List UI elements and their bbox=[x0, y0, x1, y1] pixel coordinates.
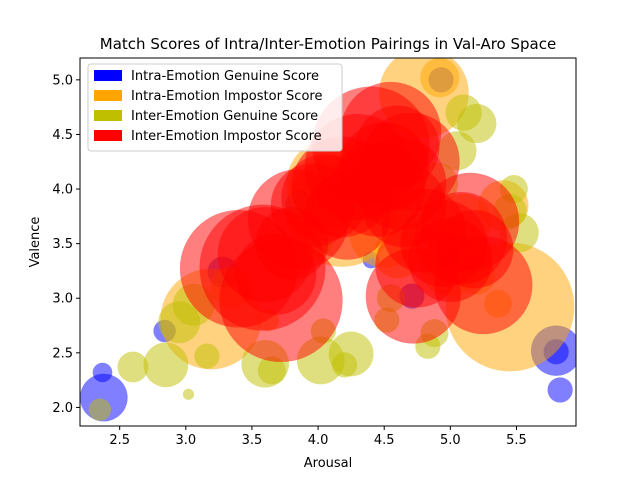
x-tick-label: 5.5 bbox=[506, 433, 527, 448]
x-tick-label: 3.5 bbox=[242, 433, 263, 448]
x-tick-label: 4.0 bbox=[308, 433, 329, 448]
legend: Intra-Emotion Genuine Score Intra-Emotion… bbox=[87, 63, 343, 152]
y-axis-ticks: 2.0 2.5 3.0 3.5 4.0 4.5 5.0 bbox=[52, 73, 80, 416]
legend-swatch bbox=[94, 110, 122, 121]
y-tick-label: 2.0 bbox=[52, 401, 73, 416]
data-points bbox=[80, 58, 576, 422]
x-tick-label: 4.5 bbox=[374, 433, 395, 448]
x-tick-label: 5.0 bbox=[440, 433, 461, 448]
data-point bbox=[328, 331, 374, 377]
legend-swatch bbox=[94, 70, 122, 81]
data-point bbox=[420, 58, 460, 98]
data-point bbox=[457, 103, 497, 144]
x-axis-label: Arousal bbox=[304, 456, 353, 471]
data-point bbox=[117, 351, 149, 383]
plot-frame bbox=[79, 57, 577, 427]
data-point bbox=[257, 356, 286, 385]
y-tick-label: 3.5 bbox=[52, 237, 73, 252]
y-tick-label: 4.0 bbox=[52, 183, 73, 198]
data-point bbox=[194, 343, 220, 369]
data-point bbox=[88, 398, 112, 421]
legend-swatch bbox=[94, 90, 122, 101]
chart-title: Match Scores of Intra/Inter-Emotion Pair… bbox=[100, 35, 556, 53]
legend-entry: Intra-Emotion Genuine Score bbox=[131, 69, 319, 84]
legend-entry: Inter-Emotion Genuine Score bbox=[131, 109, 318, 124]
legend-swatch bbox=[94, 130, 122, 141]
x-tick-label: 2.5 bbox=[109, 433, 130, 448]
y-tick-label: 2.5 bbox=[52, 346, 73, 361]
y-tick-label: 5.0 bbox=[52, 73, 73, 88]
data-point bbox=[182, 388, 195, 400]
data-point bbox=[434, 209, 514, 289]
x-axis-ticks: 2.5 3.0 3.5 4.0 4.5 5.0 5.5 bbox=[109, 426, 527, 448]
y-axis-label: Valence bbox=[28, 217, 43, 268]
data-point bbox=[547, 377, 573, 403]
y-tick-label: 3.0 bbox=[52, 292, 73, 307]
x-tick-label: 3.0 bbox=[175, 433, 196, 448]
legend-entry: Inter-Emotion Impostor Score bbox=[131, 129, 322, 144]
series-4 bbox=[179, 81, 533, 363]
data-point bbox=[143, 342, 189, 388]
legend-entry: Intra-Emotion Impostor Score bbox=[131, 89, 322, 104]
legend-box bbox=[87, 63, 343, 152]
data-point bbox=[361, 112, 460, 211]
y-tick-label: 4.5 bbox=[52, 128, 73, 143]
